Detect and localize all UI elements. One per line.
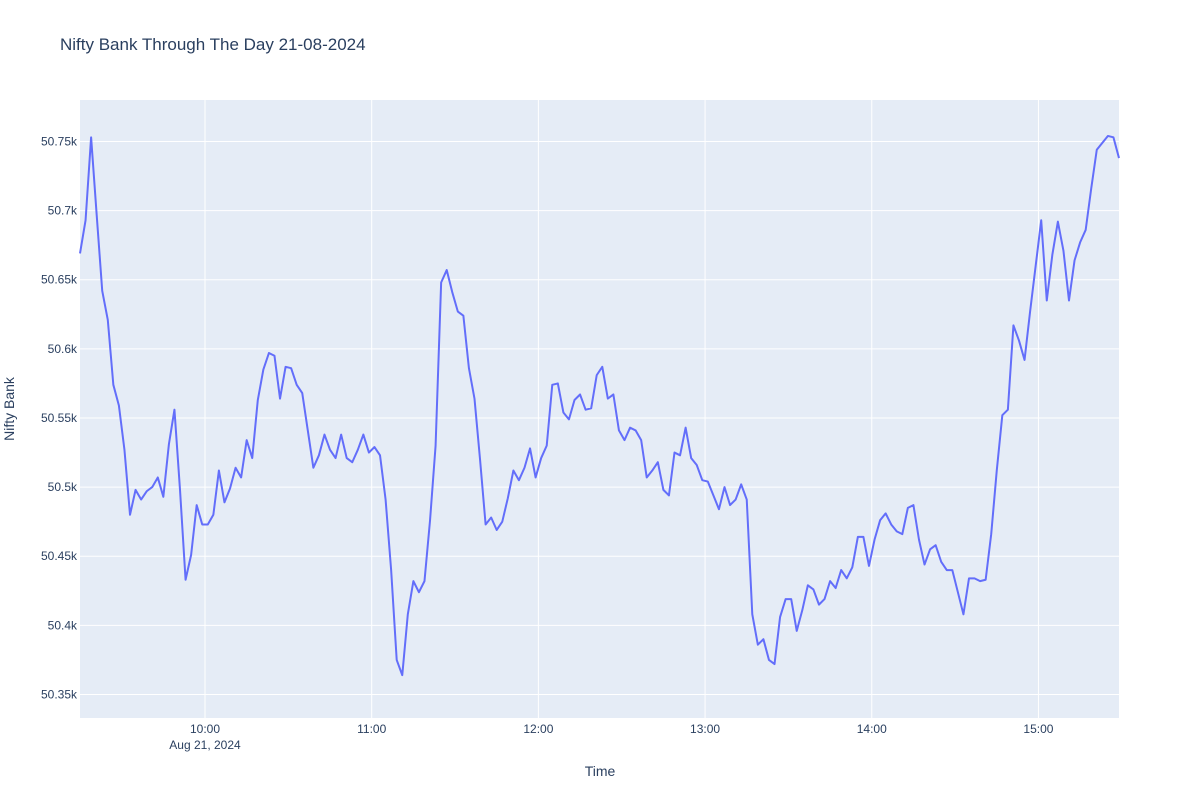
y-tick-label: 50.55k: [41, 411, 78, 425]
x-date-label: Aug 21, 2024: [169, 738, 241, 752]
x-axis-title: Time: [585, 763, 616, 779]
y-tick-label: 50.4k: [48, 618, 78, 632]
x-tick-label: 14:00: [857, 722, 887, 736]
y-tick-label: 50.6k: [48, 342, 78, 356]
marks: [79, 134, 1120, 677]
chart-title: Nifty Bank Through The Day 21-08-2024: [60, 35, 366, 54]
grid: [80, 100, 1119, 718]
line: [79, 134, 1120, 677]
x-tick-label: 12:00: [523, 722, 553, 736]
y-tick-label: 50.45k: [41, 549, 78, 563]
y-tick-label: 50.35k: [41, 687, 78, 701]
y-tick-label: 50.65k: [41, 273, 78, 287]
y-tick-label: 50.7k: [48, 204, 78, 218]
x-tick-label: 10:00: [190, 722, 220, 736]
x-tick-label: 11:00: [357, 722, 386, 736]
x-tick-label: 13:00: [690, 722, 720, 736]
y-tick-label: 50.75k: [41, 134, 78, 148]
x-tick-label: 15:00: [1023, 722, 1053, 736]
y-tick-label: 50.5k: [48, 480, 78, 494]
plot-area: [80, 100, 1119, 718]
y-axis-title: Nifty Bank: [1, 376, 17, 441]
